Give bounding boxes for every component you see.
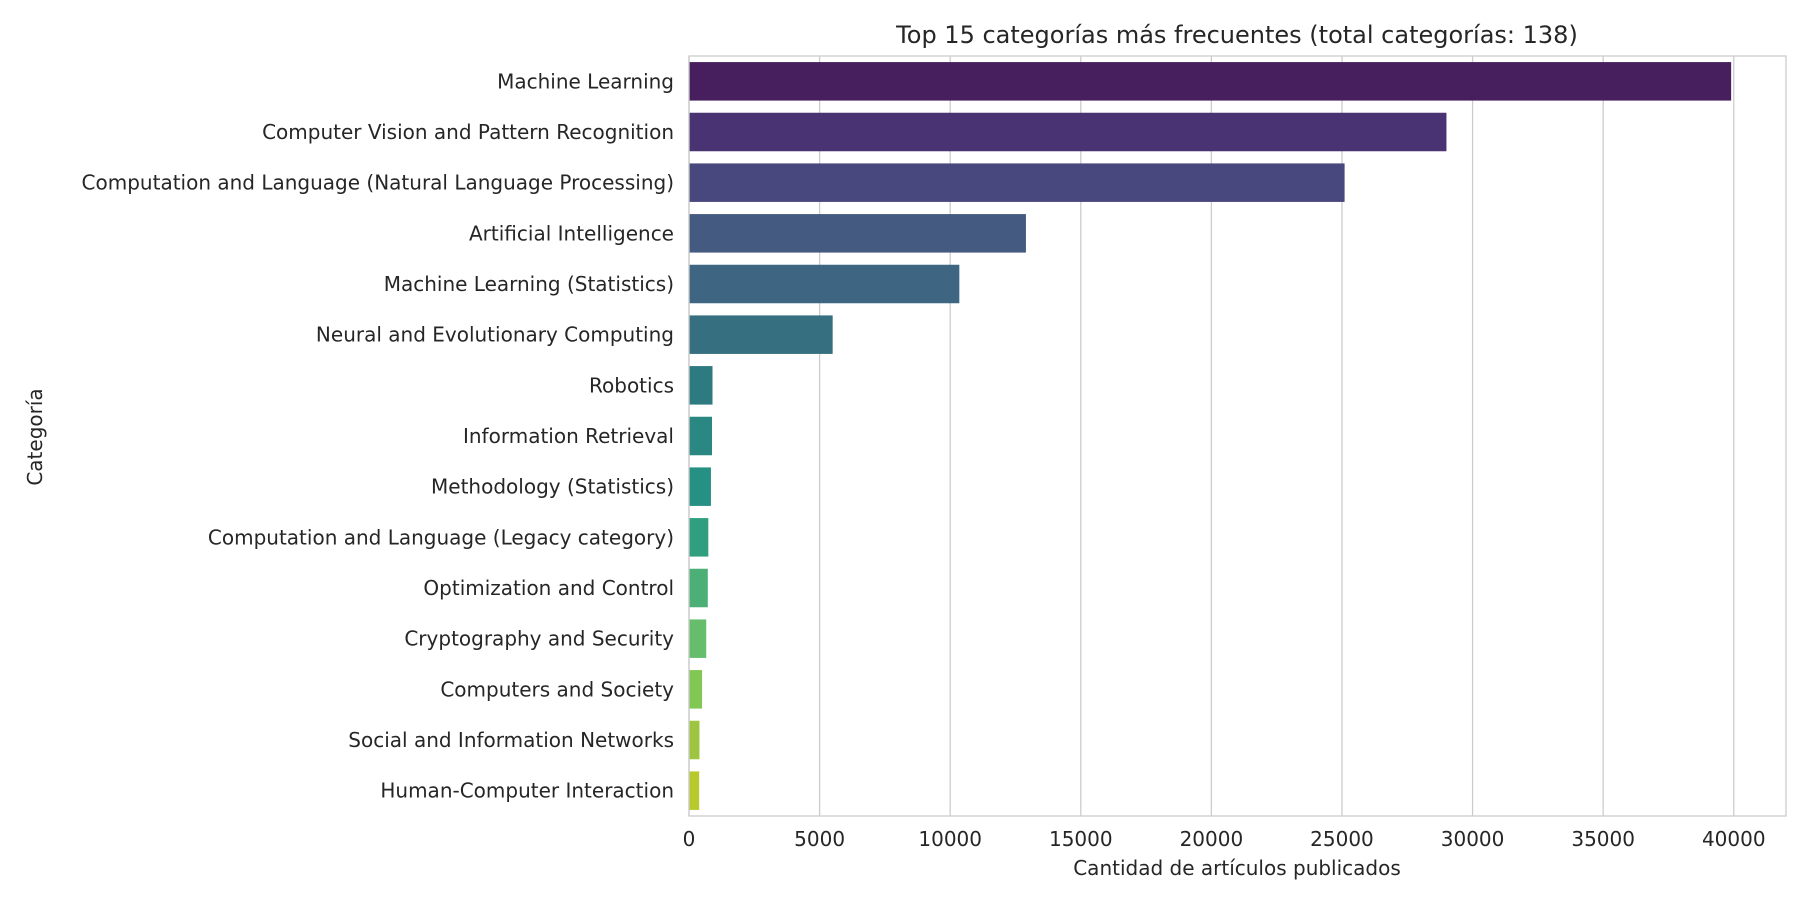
y-tick-label: Computation and Language (Natural Langua… (82, 171, 674, 195)
x-tick-label: 30000 (1441, 827, 1505, 851)
y-tick-label: Social and Information Networks (348, 728, 674, 752)
x-tick-label: 5000 (794, 827, 845, 851)
bar (689, 214, 1026, 253)
y-tick-label: Machine Learning (Statistics) (384, 272, 674, 296)
bar (689, 366, 713, 405)
y-tick-label: Human-Computer Interaction (380, 779, 674, 803)
x-tick-label: 20000 (1180, 827, 1244, 851)
y-tick-label: Methodology (Statistics) (431, 475, 674, 499)
x-tick-label: 35000 (1571, 827, 1635, 851)
x-tick-label: 15000 (1049, 827, 1113, 851)
x-axis-title: Cantidad de artículos publicados (1073, 856, 1401, 880)
x-tick-label: 40000 (1702, 827, 1766, 851)
y-tick-label: Computation and Language (Legacy categor… (208, 525, 674, 549)
bar (689, 62, 1732, 101)
bar (689, 771, 700, 810)
bar (689, 163, 1345, 202)
bar (689, 264, 960, 304)
x-tick-label: 10000 (918, 827, 982, 851)
chart-title: Top 15 categorías más frecuentes (total … (895, 21, 1578, 49)
x-tick-label: 25000 (1310, 827, 1374, 851)
y-tick-label: Computer Vision and Pattern Recognition (262, 120, 674, 144)
plot-frame (688, 55, 1787, 817)
x-tick-labels: 0 5000 10000 15000 20000 25000 30000 35000 40000 (683, 827, 1766, 851)
y-tick-labels: Machine Learning Computer Vision and Patt… (82, 69, 675, 802)
y-tick-label: Optimization and Control (423, 576, 674, 600)
y-tick-label: Machine Learning (497, 69, 674, 93)
bar (689, 315, 833, 354)
bar (689, 568, 708, 608)
bar (689, 112, 1447, 152)
y-tick-label: Artificial Intelligence (469, 221, 674, 245)
bar (689, 670, 703, 709)
bar (689, 619, 707, 658)
bar (689, 518, 709, 557)
bars (689, 62, 1732, 810)
y-tick-label: Cryptography and Security (404, 627, 674, 651)
y-tick-label: Neural and Evolutionary Computing (316, 323, 674, 347)
x-tick-label: 0 (683, 827, 696, 851)
y-axis-title: Categoría (23, 388, 47, 485)
y-tick-label: Computers and Society (440, 677, 674, 701)
bar (689, 720, 700, 760)
bar (689, 467, 711, 506)
y-tick-label: Robotics (589, 373, 674, 397)
y-tick-label: Information Retrieval (463, 424, 674, 448)
bar (689, 416, 712, 456)
